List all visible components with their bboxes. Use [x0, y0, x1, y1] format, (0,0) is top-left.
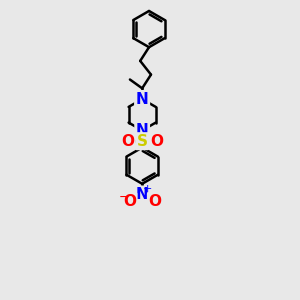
Text: N: N — [136, 187, 148, 202]
Text: N: N — [136, 92, 148, 106]
Text: +: + — [142, 184, 152, 194]
Text: −: − — [118, 191, 129, 204]
Text: S: S — [137, 134, 148, 149]
Text: O: O — [148, 194, 161, 209]
Text: O: O — [121, 134, 134, 149]
Text: O: O — [123, 194, 136, 209]
Text: N: N — [136, 92, 148, 106]
Text: O: O — [150, 134, 164, 149]
Text: N: N — [136, 123, 148, 138]
